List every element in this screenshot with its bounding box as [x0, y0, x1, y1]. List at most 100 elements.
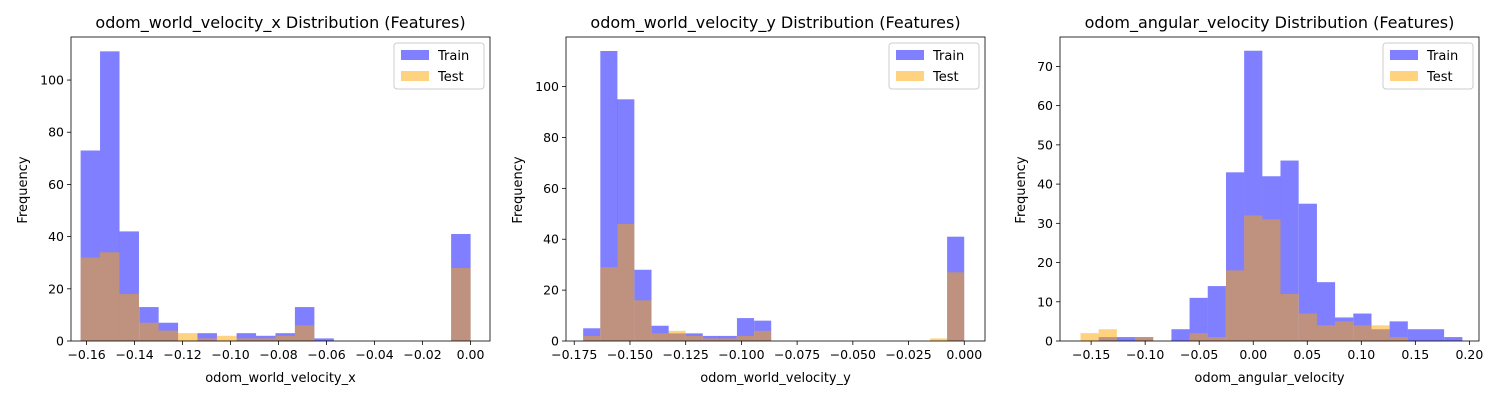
- legend: Train Test: [888, 42, 980, 90]
- test-legend-swatch: [401, 71, 429, 81]
- test-bar: [685, 335, 703, 341]
- y-tick-label: 60: [48, 177, 64, 192]
- test-bar: [754, 330, 772, 341]
- test-bar: [583, 335, 601, 341]
- x-tick-label: −0.10: [211, 347, 249, 362]
- velocity-y-histogram-panel: odom_world_velocity_y Distribution (Feat…: [511, 13, 986, 386]
- train-legend-swatch: [896, 50, 924, 60]
- test-bar: [1371, 325, 1390, 341]
- x-tick-label: −0.12: [163, 347, 201, 362]
- test-bar: [1316, 325, 1336, 341]
- bars: [80, 51, 471, 342]
- train-bar: [1189, 297, 1208, 341]
- x-tick-label: −0.02: [403, 347, 441, 362]
- x-tick-label: −0.125: [663, 347, 709, 362]
- y-axis-label: Frequency: [1014, 156, 1029, 223]
- y-tick-label: 70: [1037, 59, 1053, 74]
- test-legend-label: Test: [437, 70, 464, 85]
- y-tick-label: 0: [551, 334, 559, 349]
- x-tick-label: −0.08: [259, 347, 297, 362]
- x-tick-label: 0.00: [457, 347, 485, 362]
- train-bar: [1207, 286, 1226, 341]
- axes-frame: [565, 36, 986, 342]
- test-bar: [256, 338, 276, 341]
- x-axis-label: odom_world_velocity_y: [700, 371, 851, 386]
- train-legend-swatch: [1390, 50, 1418, 60]
- y-tick-label: 20: [48, 281, 64, 296]
- legend: Train Test: [393, 42, 485, 90]
- test-bar: [1389, 337, 1408, 341]
- y-tick-label: 0: [56, 334, 64, 349]
- train-legend-label: Train: [437, 49, 469, 64]
- axes-frame: [70, 36, 491, 342]
- test-bar: [139, 322, 159, 341]
- train-bar: [197, 333, 217, 341]
- test-bar: [617, 223, 635, 341]
- chart-title: odom_angular_velocity Distribution (Feat…: [1085, 13, 1455, 33]
- train-bar: [1298, 203, 1317, 341]
- train-bar: [1171, 329, 1190, 341]
- y-axis-label: Frequency: [16, 156, 31, 223]
- x-tick-label: −0.100: [718, 347, 764, 362]
- train-bar: [1425, 329, 1445, 341]
- x-tick-label: −0.04: [355, 347, 393, 362]
- test-bar: [158, 330, 179, 341]
- x-tick-label: −0.16: [67, 347, 105, 362]
- chart-title: odom_world_velocity_y Distribution (Feat…: [590, 13, 960, 33]
- test-bar: [634, 300, 652, 341]
- test-bar: [1189, 333, 1208, 341]
- test-legend-label: Test: [932, 70, 959, 85]
- x-axis-label: odom_world_velocity_x: [205, 371, 356, 386]
- test-bar: [1353, 325, 1372, 341]
- x-tick-label: −0.050: [830, 347, 876, 362]
- test-bar: [1226, 270, 1245, 341]
- y-tick-label: 0: [1045, 334, 1053, 349]
- test-bar: [197, 338, 217, 341]
- test-legend-swatch: [896, 71, 924, 81]
- train-bar: [1444, 337, 1463, 341]
- test-bar: [651, 333, 669, 341]
- y-tick-label: 80: [543, 130, 559, 145]
- y-tick-label: 40: [48, 229, 64, 244]
- test-bar: [1335, 321, 1354, 341]
- train-bar: [1116, 337, 1136, 341]
- train-bar: [236, 333, 257, 341]
- x-tick-label: 0.000: [946, 347, 982, 362]
- test-bar: [178, 333, 198, 341]
- y-tick-label: 40: [543, 232, 559, 247]
- y-tick-label: 100: [535, 79, 559, 94]
- train-legend-swatch: [401, 50, 429, 60]
- test-bar: [702, 338, 720, 341]
- y-tick-label: 80: [48, 125, 64, 140]
- test-bar: [1080, 333, 1099, 341]
- train-bar: [314, 338, 334, 341]
- velocity-x-histogram-panel: odom_world_velocity_x Distribution (Feat…: [16, 13, 491, 386]
- x-tick-label: 0.10: [1347, 347, 1375, 362]
- test-bar: [80, 257, 101, 341]
- axes-frame: [1059, 36, 1480, 342]
- test-bar: [930, 338, 948, 341]
- test-bar: [1298, 313, 1317, 341]
- chart-title: odom_world_velocity_x Distribution (Feat…: [95, 13, 465, 33]
- x-tick-label: −0.14: [115, 347, 153, 362]
- y-tick-label: 100: [40, 73, 64, 88]
- test-bar: [119, 294, 139, 341]
- x-tick-label: −0.175: [551, 347, 597, 362]
- test-bar: [600, 267, 618, 341]
- test-bar: [294, 325, 315, 341]
- test-bar: [451, 267, 471, 341]
- test-bar: [947, 272, 965, 341]
- x-tick-label: 0.00: [1239, 347, 1267, 362]
- y-tick-label: 60: [543, 181, 559, 196]
- test-bar: [100, 252, 120, 341]
- train-legend-label: Train: [1426, 49, 1458, 64]
- x-tick-label: −0.15: [1072, 347, 1110, 362]
- bars: [1080, 50, 1463, 341]
- test-bar: [736, 335, 755, 341]
- x-tick-label: −0.075: [774, 347, 820, 362]
- train-legend-label: Train: [932, 49, 964, 64]
- y-axis-label: Frequency: [511, 156, 526, 223]
- x-tick-label: 0.05: [1293, 347, 1321, 362]
- train-bar: [1389, 321, 1408, 341]
